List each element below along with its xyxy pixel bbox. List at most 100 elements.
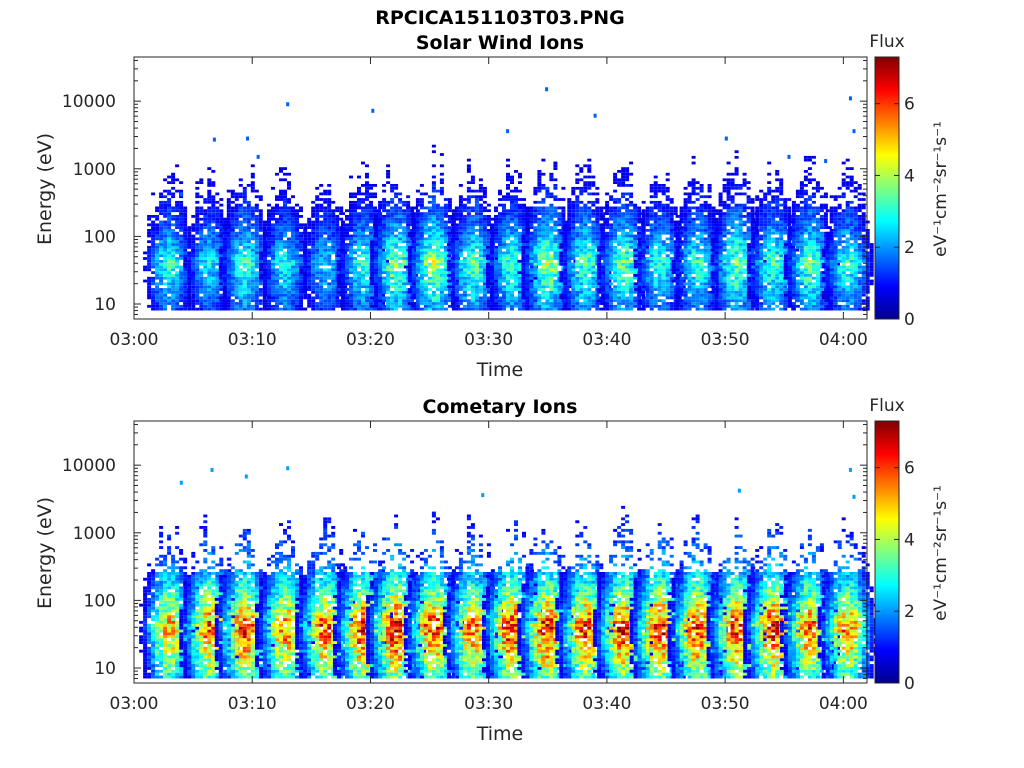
- flux-bin: [327, 288, 332, 291]
- flux-bin: [258, 240, 263, 244]
- flux-bin: [454, 223, 459, 227]
- flux-bin: [242, 254, 247, 258]
- flux-bin: [287, 215, 291, 218]
- flux-bin: [394, 203, 399, 207]
- flux-bin: [159, 203, 164, 207]
- flux-bin: [454, 217, 459, 221]
- flux-bin: [490, 251, 494, 255]
- flux-bin: [283, 226, 287, 229]
- flux-bin: [315, 293, 320, 297]
- flux-bin: [398, 254, 403, 258]
- flux-bin: [537, 248, 542, 252]
- flux-bin: [254, 215, 259, 218]
- flux-bin: [275, 209, 279, 213]
- flux-bin: [398, 271, 403, 274]
- flux-bin: [382, 189, 387, 193]
- flux-bin: [557, 240, 562, 244]
- flux-bin: [341, 265, 345, 269]
- flux-bin: [323, 237, 328, 241]
- flux-bin: [506, 215, 510, 218]
- flux-bin: [386, 181, 391, 184]
- flux-bin: [394, 220, 399, 224]
- flux-bin: [462, 262, 467, 266]
- flux-bin: [403, 265, 408, 269]
- flux-bin: [327, 206, 332, 210]
- flux-bin: [315, 257, 320, 260]
- flux-bin: [571, 248, 576, 252]
- flux-bin: [199, 307, 204, 311]
- flux-bin: [529, 217, 534, 221]
- flux-bin: [390, 304, 395, 308]
- flux-bin: [502, 296, 506, 300]
- flux-bin: [579, 206, 584, 210]
- flux-bin: [163, 226, 168, 229]
- flux-bin: [595, 251, 600, 255]
- flux-bin: [462, 203, 467, 207]
- flux-bin: [490, 265, 494, 269]
- flux-bin: [462, 265, 467, 269]
- flux-bin: [427, 276, 432, 280]
- flux-bin: [331, 226, 336, 229]
- flux-bin: [514, 186, 518, 190]
- flux-bin: [423, 229, 428, 232]
- flux-bin: [155, 251, 160, 255]
- flux-bin: [482, 240, 487, 244]
- flux-bin: [263, 243, 267, 246]
- flux-bin: [510, 274, 514, 277]
- flux-bin: [353, 231, 357, 235]
- flux-bin: [394, 271, 399, 274]
- flux-bin: [374, 279, 379, 283]
- flux-bin: [207, 296, 212, 300]
- flux-bin: [299, 209, 303, 213]
- flux-bin: [230, 302, 235, 305]
- flux-bin: [267, 237, 271, 241]
- flux-bin: [199, 243, 204, 246]
- flux-bin: [529, 293, 534, 297]
- flux-bin: [595, 234, 600, 238]
- flux-bin: [466, 223, 471, 227]
- flux-bin: [337, 268, 341, 272]
- flux-bin: [541, 186, 546, 190]
- flux-bin: [398, 302, 403, 305]
- flux-bin: [283, 268, 287, 272]
- flux-bin: [171, 307, 176, 311]
- flux-bin: [275, 231, 279, 235]
- flux-bin: [537, 231, 542, 235]
- flux-bin: [163, 200, 168, 204]
- flux-bin: [331, 223, 336, 227]
- flux-bin: [287, 209, 291, 213]
- flux-bin: [583, 259, 588, 263]
- flux-bin: [357, 223, 361, 227]
- flux-bin: [506, 251, 510, 255]
- flux-bin: [571, 212, 576, 215]
- flux-bin: [218, 257, 223, 260]
- flux-bin: [195, 265, 200, 269]
- flux-bin: [374, 288, 379, 291]
- flux-bin: [431, 164, 436, 168]
- flux-bin: [506, 186, 510, 190]
- flux-bin: [271, 209, 275, 213]
- flux-bin: [478, 296, 483, 300]
- flux-bin: [541, 226, 546, 229]
- flux-bin: [254, 254, 259, 258]
- flux-bin: [498, 243, 502, 246]
- flux-bin: [250, 234, 255, 238]
- flux-bin: [246, 293, 251, 297]
- flux-bin: [323, 217, 328, 221]
- flux-bin: [415, 293, 420, 297]
- flux-bin: [545, 231, 550, 235]
- flux-bin: [587, 215, 592, 218]
- flux-bin: [454, 251, 459, 255]
- flux-bin: [394, 226, 399, 229]
- flux-bin: [187, 254, 192, 258]
- flux-bin: [447, 215, 452, 218]
- flux-bin: [234, 223, 239, 227]
- flux-bin: [267, 259, 271, 263]
- flux-bin: [171, 268, 176, 272]
- flux-bin: [541, 220, 546, 224]
- flux-bin: [311, 279, 316, 283]
- flux-bin: [315, 198, 320, 201]
- flux-bin: [525, 231, 530, 235]
- flux-bin: [315, 220, 320, 224]
- flux-bin: [246, 276, 251, 280]
